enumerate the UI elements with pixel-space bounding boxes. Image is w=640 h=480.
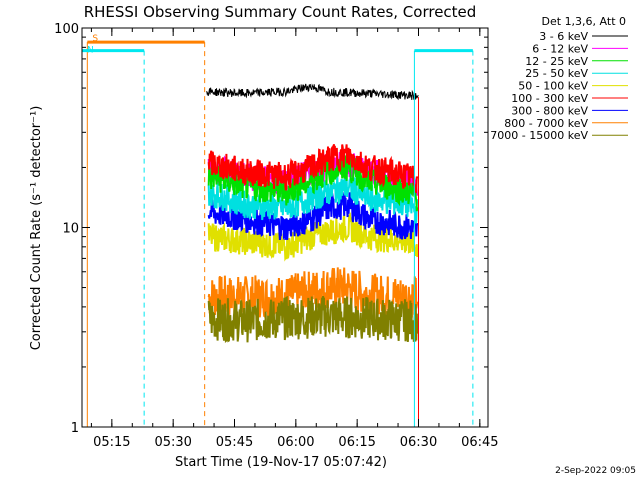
x-tick-label: 06:00	[277, 435, 314, 450]
legend-label-800-7000-kev: 800 - 7000 keV	[504, 117, 588, 130]
y-tick-label: 10	[62, 222, 79, 237]
series-25-50-kev	[207, 175, 419, 224]
annotation-2	[413, 49, 474, 427]
legend-label-3-6-kev: 3 - 6 keV	[539, 30, 588, 43]
y-axis-label: Corrected Count Rate (s⁻¹ detector⁻¹)	[29, 106, 44, 351]
legend-title: Det 1,3,6, Att 0	[542, 15, 626, 28]
data-layer: SN	[81, 34, 474, 427]
x-axis-label: Start Time (19-Nov-17 05:07:42)	[175, 455, 387, 470]
series-3-6-kev	[206, 83, 419, 101]
legend-label-100-300-kev: 100 - 300 keV	[511, 92, 588, 105]
legend-label-7000-15000-kev: 7000 - 15000 keV	[490, 129, 588, 142]
series-100-300-kev	[207, 144, 419, 194]
legend-label-25-50-kev: 25 - 50 keV	[525, 67, 588, 80]
x-tick-label: 05:45	[216, 435, 253, 450]
legend-label-50-100-kev: 50 - 100 keV	[518, 80, 588, 93]
axes: 1 10 100 05:15 05:30 05:45 06:00 06:15 06:30 06:4…	[54, 22, 498, 450]
x-tick-label: 06:15	[338, 435, 375, 450]
x-tick-label: 05:30	[154, 435, 191, 450]
x-tick-label: 06:30	[400, 435, 437, 450]
footer-timestamp: 2-Sep-2022 09:05	[555, 466, 636, 476]
annotation-label: N	[87, 46, 94, 56]
series-line-7000-15000-kev	[207, 295, 419, 343]
series-line-25-50-kev	[207, 175, 419, 224]
series-7000-15000-kev	[207, 295, 419, 343]
x-tick-label: 06:45	[461, 435, 498, 450]
annotation-1: N	[81, 46, 145, 427]
y-tick-label: 1	[71, 421, 79, 436]
annotation-0: S	[86, 34, 206, 427]
chart-title: RHESSI Observing Summary Count Rates, Co…	[84, 3, 477, 21]
legend-label-6-12-kev: 6 - 12 keV	[532, 42, 588, 55]
x-tick-label: 05:15	[93, 435, 130, 450]
legend-label-300-800-kev: 300 - 800 keV	[511, 104, 588, 117]
y-tick-label: 100	[54, 22, 79, 37]
series-line-3-6-kev	[206, 83, 419, 101]
series-line-100-300-kev	[207, 144, 419, 194]
annotation-label: S	[92, 34, 98, 44]
legend-label-12-25-kev: 12 - 25 keV	[525, 55, 588, 68]
